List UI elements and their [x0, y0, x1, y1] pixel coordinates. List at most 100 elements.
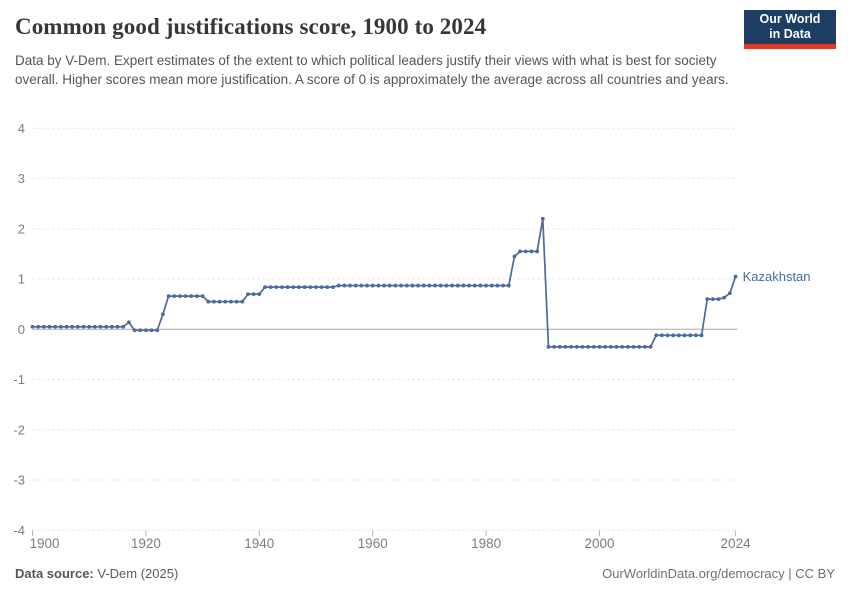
data-point [280, 285, 284, 289]
page-title: Common good justifications score, 1900 t… [15, 14, 487, 39]
data-point [382, 283, 386, 288]
data-point [348, 283, 352, 288]
data-point [126, 320, 131, 325]
data-point [654, 333, 659, 338]
data-point [195, 294, 199, 299]
data-point [421, 283, 426, 288]
series-end-label: Kazakhstan [743, 269, 811, 284]
data-point [682, 333, 687, 338]
data-point [155, 328, 160, 333]
data-point [268, 285, 273, 289]
data-point [87, 324, 92, 329]
data-point [722, 295, 727, 300]
data-point [115, 324, 120, 329]
data-point [138, 328, 143, 333]
series-line [31, 217, 737, 348]
data-point [41, 324, 46, 329]
data-point [569, 344, 574, 349]
data-point [257, 292, 262, 297]
data-point [109, 324, 114, 329]
data-point [75, 324, 80, 329]
y-axis-tick-label: 4 [18, 121, 25, 136]
data-point [200, 294, 205, 299]
data-point [557, 344, 562, 349]
data-point [489, 283, 494, 288]
data-point [325, 285, 330, 289]
data-point [302, 285, 307, 289]
owid-logo-line1: Our World [759, 12, 821, 26]
data-point [608, 344, 613, 349]
data-point [705, 297, 710, 302]
data-point [591, 344, 596, 349]
data-point [625, 344, 630, 349]
data-point [614, 344, 619, 349]
chart-footer: Data source: V-Dem (2025) OurWorldinData… [15, 566, 835, 581]
x-axis-tick-label: 1940 [244, 536, 274, 551]
data-source-value: V-Dem (2025) [93, 566, 179, 581]
data-point [149, 328, 154, 333]
data-point [178, 294, 182, 299]
data-point [365, 283, 369, 288]
data-point [637, 344, 642, 349]
owid-logo[interactable]: Our World in Data [744, 10, 836, 49]
data-point [563, 344, 568, 349]
x-axis-tick-label: 2024 [721, 536, 752, 551]
chart-canvas: -4 -3 -2 -1 0 1 2 3 4 1900 1920 1940 1960 1980 2000 202… [13, 121, 811, 551]
data-point [58, 324, 63, 329]
y-axis-tick-label: -2 [13, 422, 25, 437]
data-point [416, 283, 420, 288]
data-point [580, 344, 585, 349]
data-point [501, 283, 506, 288]
data-point [574, 344, 579, 349]
y-axis-tick-label: 3 [18, 171, 25, 186]
data-point [597, 344, 602, 349]
data-point [535, 249, 540, 254]
data-point [132, 328, 137, 333]
x-axis-tick-label: 1980 [471, 536, 501, 551]
data-point [711, 297, 715, 302]
data-point [36, 324, 41, 329]
y-axis-tick-label: 1 [18, 272, 25, 287]
data-point [144, 328, 148, 333]
data-point [98, 324, 103, 329]
data-point [370, 283, 375, 288]
data-point [693, 333, 698, 338]
data-point [53, 324, 58, 329]
x-axis-tick-label: 1960 [358, 536, 388, 551]
data-point [64, 324, 69, 329]
data-point [393, 283, 398, 288]
data-point [217, 299, 222, 304]
data-point [671, 333, 676, 338]
x-axis-tick-label: 1920 [131, 536, 161, 551]
data-point [495, 283, 500, 288]
data-point [529, 249, 534, 254]
y-axis-tick-label: -4 [13, 523, 25, 538]
data-point [246, 292, 250, 297]
data-point [47, 324, 52, 329]
data-point [319, 285, 324, 289]
data-point [461, 283, 466, 288]
data-point [189, 294, 194, 299]
data-point [659, 333, 664, 338]
data-point [506, 283, 511, 288]
y-axis-tick-label: 2 [18, 221, 25, 236]
data-point [438, 283, 443, 288]
data-point [70, 324, 75, 329]
data-point [620, 344, 625, 349]
y-axis-tick-label: -3 [13, 473, 25, 488]
x-axis-tick-label: 2000 [584, 536, 614, 551]
data-point [223, 299, 228, 304]
credit-link[interactable]: OurWorldinData.org/democracy | CC BY [602, 566, 835, 581]
data-source-label: Data source: [15, 566, 94, 581]
data-point [183, 294, 188, 299]
data-point [410, 283, 415, 288]
data-point [172, 294, 177, 299]
data-point [251, 292, 256, 297]
owid-logo-line2: in Data [769, 27, 811, 41]
data-point [455, 283, 460, 288]
data-point [433, 283, 437, 288]
data-point [404, 283, 409, 288]
data-point [665, 333, 670, 338]
data-point [308, 285, 313, 289]
